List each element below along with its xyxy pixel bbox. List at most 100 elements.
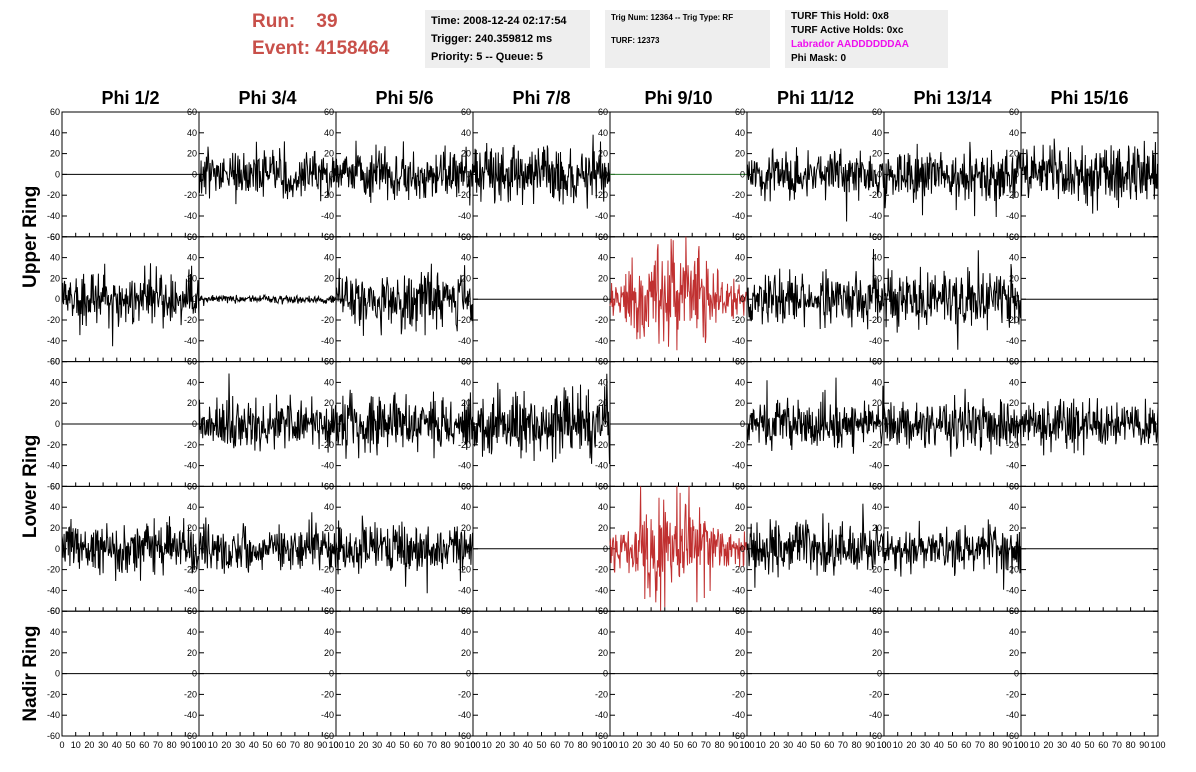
- y-tick-label: 60: [187, 232, 197, 242]
- y-tick-label: 0: [877, 419, 882, 429]
- y-tick-label: -40: [47, 710, 60, 720]
- y-tick-label: 40: [872, 128, 882, 138]
- waveform-line: [883, 141, 1022, 218]
- x-tick-label: 30: [920, 740, 930, 750]
- x-tick-label: 80: [715, 740, 725, 750]
- y-tick-label: 40: [735, 128, 745, 138]
- y-tick-label: 0: [55, 669, 60, 679]
- y-tick-label: -20: [321, 689, 334, 699]
- y-tick-label: 60: [872, 232, 882, 242]
- y-tick-label: 0: [192, 294, 197, 304]
- run-label: Run:: [252, 11, 296, 32]
- ring-label: Lower Ring: [20, 435, 41, 538]
- y-tick-label: 0: [877, 169, 882, 179]
- y-tick-label: 60: [324, 232, 334, 242]
- y-tick-label: 60: [50, 606, 60, 616]
- y-tick-label: -20: [321, 315, 334, 325]
- waveform-line: [198, 141, 337, 205]
- y-tick-label: 0: [603, 544, 608, 554]
- y-tick-label: 20: [50, 648, 60, 658]
- y-tick-label: 0: [55, 544, 60, 554]
- y-tick-label: -20: [184, 565, 197, 575]
- y-tick-label: 40: [872, 377, 882, 387]
- y-tick-label: 40: [324, 128, 334, 138]
- y-tick-label: 60: [324, 357, 334, 367]
- y-tick-label: -20: [321, 440, 334, 450]
- x-tick-label: 70: [290, 740, 300, 750]
- y-tick-label: -60: [1006, 731, 1019, 741]
- y-tick-label: 20: [324, 149, 334, 159]
- y-tick-label: 0: [603, 294, 608, 304]
- x-tick-label: 10: [893, 740, 903, 750]
- y-tick-label: -40: [732, 585, 745, 595]
- waveform-line: [61, 263, 200, 347]
- y-tick-label: 20: [461, 648, 471, 658]
- y-tick-label: -20: [1006, 689, 1019, 699]
- y-tick-label: 60: [598, 107, 608, 117]
- trigger-text: Trigger: 240.359812 ms: [431, 33, 553, 45]
- waveform-line: [1020, 138, 1159, 214]
- y-tick-label: 60: [461, 357, 471, 367]
- x-tick-label: 50: [125, 740, 135, 750]
- x-tick-label: 50: [947, 740, 957, 750]
- y-tick-label: 40: [735, 377, 745, 387]
- x-tick-label: 60: [824, 740, 834, 750]
- event-label: Event:: [252, 38, 311, 59]
- y-tick-label: -20: [321, 565, 334, 575]
- y-tick-label: 0: [192, 169, 197, 179]
- y-tick-label: -60: [47, 481, 60, 491]
- y-tick-label: 20: [735, 523, 745, 533]
- column-header: Phi 7/8: [512, 88, 570, 108]
- waveform-line: [198, 293, 337, 306]
- y-tick-label: 20: [735, 648, 745, 658]
- x-tick-label: 10: [756, 740, 766, 750]
- y-tick-label: 0: [55, 419, 60, 429]
- waveform-line: [335, 140, 474, 206]
- x-tick-label: 80: [441, 740, 451, 750]
- y-tick-label: 20: [50, 149, 60, 159]
- ring-label: Upper Ring: [20, 186, 41, 288]
- y-tick-label: 40: [461, 377, 471, 387]
- y-tick-label: -20: [595, 565, 608, 575]
- y-tick-label: 20: [324, 648, 334, 658]
- x-tick-label: 100: [191, 740, 206, 750]
- y-tick-label: 40: [1009, 253, 1019, 263]
- y-tick-label: 0: [466, 169, 471, 179]
- y-tick-label: -40: [732, 710, 745, 720]
- y-tick-label: 40: [187, 502, 197, 512]
- y-tick-label: 20: [461, 398, 471, 408]
- y-tick-label: -20: [1006, 315, 1019, 325]
- y-tick-label: 0: [603, 169, 608, 179]
- y-tick-label: 20: [1009, 273, 1019, 283]
- y-tick-label: 0: [603, 669, 608, 679]
- y-tick-label: 20: [872, 648, 882, 658]
- y-tick-label: -40: [595, 211, 608, 221]
- y-tick-label: 40: [461, 502, 471, 512]
- y-tick-label: -40: [1006, 710, 1019, 720]
- y-tick-label: 20: [187, 273, 197, 283]
- y-tick-label: -40: [458, 211, 471, 221]
- y-tick-label: 40: [1009, 377, 1019, 387]
- x-tick-label: 100: [1150, 740, 1165, 750]
- y-tick-label: 60: [1009, 232, 1019, 242]
- y-tick-label: 0: [192, 669, 197, 679]
- y-tick-label: 20: [50, 398, 60, 408]
- time-info-box: Time: 2008-12-24 02:17:54 Trigger: 240.3…: [425, 10, 590, 68]
- x-tick-label: 0: [196, 740, 201, 750]
- waveform-line: [609, 236, 748, 351]
- x-tick-label: 20: [1043, 740, 1053, 750]
- x-tick-label: 50: [399, 740, 409, 750]
- y-tick-label: -60: [732, 731, 745, 741]
- y-tick-label: -40: [184, 461, 197, 471]
- x-tick-label: 40: [797, 740, 807, 750]
- y-tick-label: 60: [324, 606, 334, 616]
- y-tick-label: 60: [735, 107, 745, 117]
- y-tick-label: -40: [321, 585, 334, 595]
- y-tick-label: -40: [47, 461, 60, 471]
- y-tick-label: 0: [1014, 169, 1019, 179]
- column-header: Phi 5/6: [375, 88, 433, 108]
- y-tick-label: -20: [869, 440, 882, 450]
- x-tick-label: 90: [180, 740, 190, 750]
- y-tick-label: 40: [872, 253, 882, 263]
- y-tick-label: 20: [735, 398, 745, 408]
